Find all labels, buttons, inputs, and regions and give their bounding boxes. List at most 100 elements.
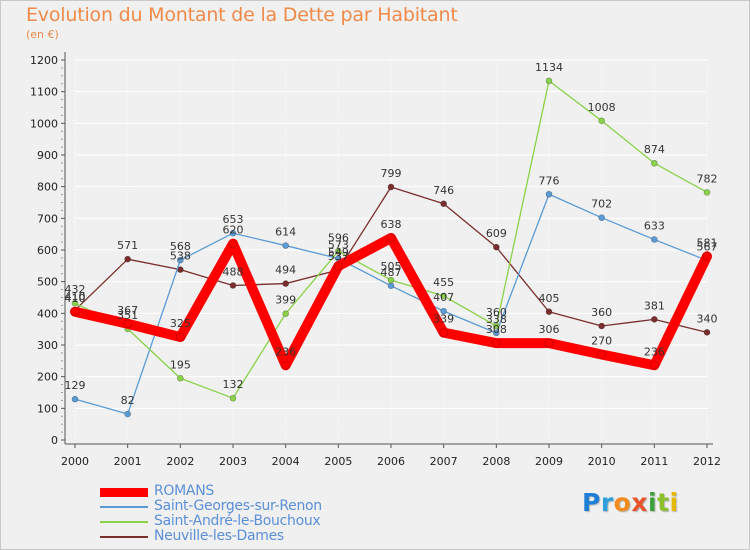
data-point — [492, 338, 501, 348]
series-layer — [70, 77, 712, 418]
legend-swatch — [100, 487, 148, 497]
data-label: 405 — [539, 292, 560, 305]
logo-letter: r — [600, 488, 614, 517]
data-point — [70, 307, 80, 317]
data-point — [335, 247, 342, 255]
y-tick-label: 600 — [37, 244, 58, 257]
data-label: 407 — [433, 291, 454, 304]
data-point — [282, 242, 289, 249]
x-tick-label: 2007 — [430, 455, 458, 468]
data-label: 360 — [591, 306, 612, 319]
data-point — [493, 329, 500, 337]
y-tick-label: 300 — [37, 339, 58, 352]
logo-letter: i — [648, 488, 658, 517]
x-tick-label: 2009 — [535, 455, 563, 468]
data-label: 82 — [121, 394, 135, 407]
data-label: 129 — [65, 379, 86, 392]
data-label: 308 — [486, 323, 507, 336]
legend-label: Neuville-les-Dames — [154, 528, 284, 544]
legend-label: Saint-Georges-sur-Renon — [154, 498, 322, 514]
data-point — [282, 280, 289, 287]
data-label: 236 — [644, 345, 665, 358]
x-tick-label: 2000 — [61, 455, 89, 468]
data-label: 505 — [381, 260, 402, 273]
data-point — [229, 229, 237, 237]
x-tick-label: 2012 — [693, 455, 721, 468]
data-point — [281, 360, 290, 370]
data-point — [71, 299, 79, 307]
y-axis-unit-label: (en €) — [26, 28, 59, 41]
data-label: 1008 — [588, 101, 616, 114]
data-point — [651, 316, 658, 323]
data-point — [440, 292, 447, 300]
data-label: 581 — [697, 236, 718, 249]
data-label: 653 — [223, 213, 244, 226]
y-tick-label: 500 — [37, 276, 58, 289]
data-label: 306 — [539, 323, 560, 336]
data-label: 367 — [117, 304, 138, 317]
data-label: 702 — [591, 198, 612, 211]
data-label: 195 — [170, 358, 191, 371]
data-point — [651, 159, 658, 167]
data-point — [598, 322, 605, 330]
data-point — [440, 307, 447, 315]
data-point — [387, 183, 395, 191]
y-tick-label: 800 — [37, 181, 58, 194]
x-tick-label: 2001 — [114, 455, 142, 468]
logo-letter: o — [613, 488, 632, 517]
data-point — [545, 77, 553, 85]
data-label: 487 — [381, 266, 402, 279]
x-tick-label: 2004 — [272, 455, 300, 468]
data-label: 638 — [381, 218, 402, 231]
data-point — [597, 350, 606, 359]
y-tick-label: 0 — [51, 434, 58, 447]
logo-letter: x — [631, 488, 648, 517]
x-tick-label: 2002 — [166, 455, 194, 468]
axis-layer: 0 100 200 300 400 500 600 700 800 900 1000 1100 1200… — [30, 52, 721, 468]
x-tick-label: 2008 — [482, 455, 510, 468]
data-label-layer: 410 367 325 620 236 549 638 339 308 306 270 236 581 1… — [65, 61, 718, 407]
data-label: 620 — [223, 224, 244, 237]
logo-letter: t — [657, 488, 670, 517]
data-point — [387, 276, 395, 284]
data-point — [493, 243, 500, 251]
data-label: 609 — [486, 227, 507, 240]
data-label: 746 — [433, 184, 454, 197]
data-point — [544, 338, 554, 348]
x-tick-label: 2006 — [377, 455, 405, 468]
data-label: 782 — [697, 172, 718, 185]
data-label: 432 — [65, 283, 86, 296]
data-label: 351 — [117, 309, 138, 322]
data-label: 338 — [486, 313, 507, 326]
x-tick-label: 2011 — [640, 455, 668, 468]
y-tick-label: 1200 — [30, 54, 58, 67]
data-label: 455 — [433, 276, 454, 289]
legend-swatch — [100, 506, 148, 508]
data-point — [387, 282, 395, 290]
data-label: 614 — [275, 226, 296, 239]
data-point — [545, 190, 553, 198]
data-label: 549 — [328, 246, 349, 259]
data-label: 488 — [223, 265, 244, 278]
data-label: 596 — [328, 231, 349, 244]
x-tick-label: 2003 — [219, 455, 247, 468]
data-point — [228, 239, 238, 248]
data-label: 339 — [433, 313, 454, 326]
data-label: 360 — [486, 306, 507, 319]
data-label: 573 — [328, 239, 349, 252]
data-point — [651, 236, 658, 243]
data-label: 799 — [381, 167, 402, 180]
y-tick-label: 200 — [37, 371, 58, 384]
data-point — [229, 394, 237, 402]
data-point — [439, 328, 448, 337]
legend-swatch — [100, 536, 148, 538]
data-point — [334, 261, 343, 271]
data-point — [703, 189, 711, 196]
data-label: 538 — [170, 250, 191, 263]
data-label: 571 — [117, 239, 138, 252]
data-label: 325 — [170, 317, 191, 330]
data-point — [177, 374, 184, 382]
x-tick-label: 2005 — [324, 455, 352, 468]
legend-label: ROMANS — [154, 483, 214, 499]
